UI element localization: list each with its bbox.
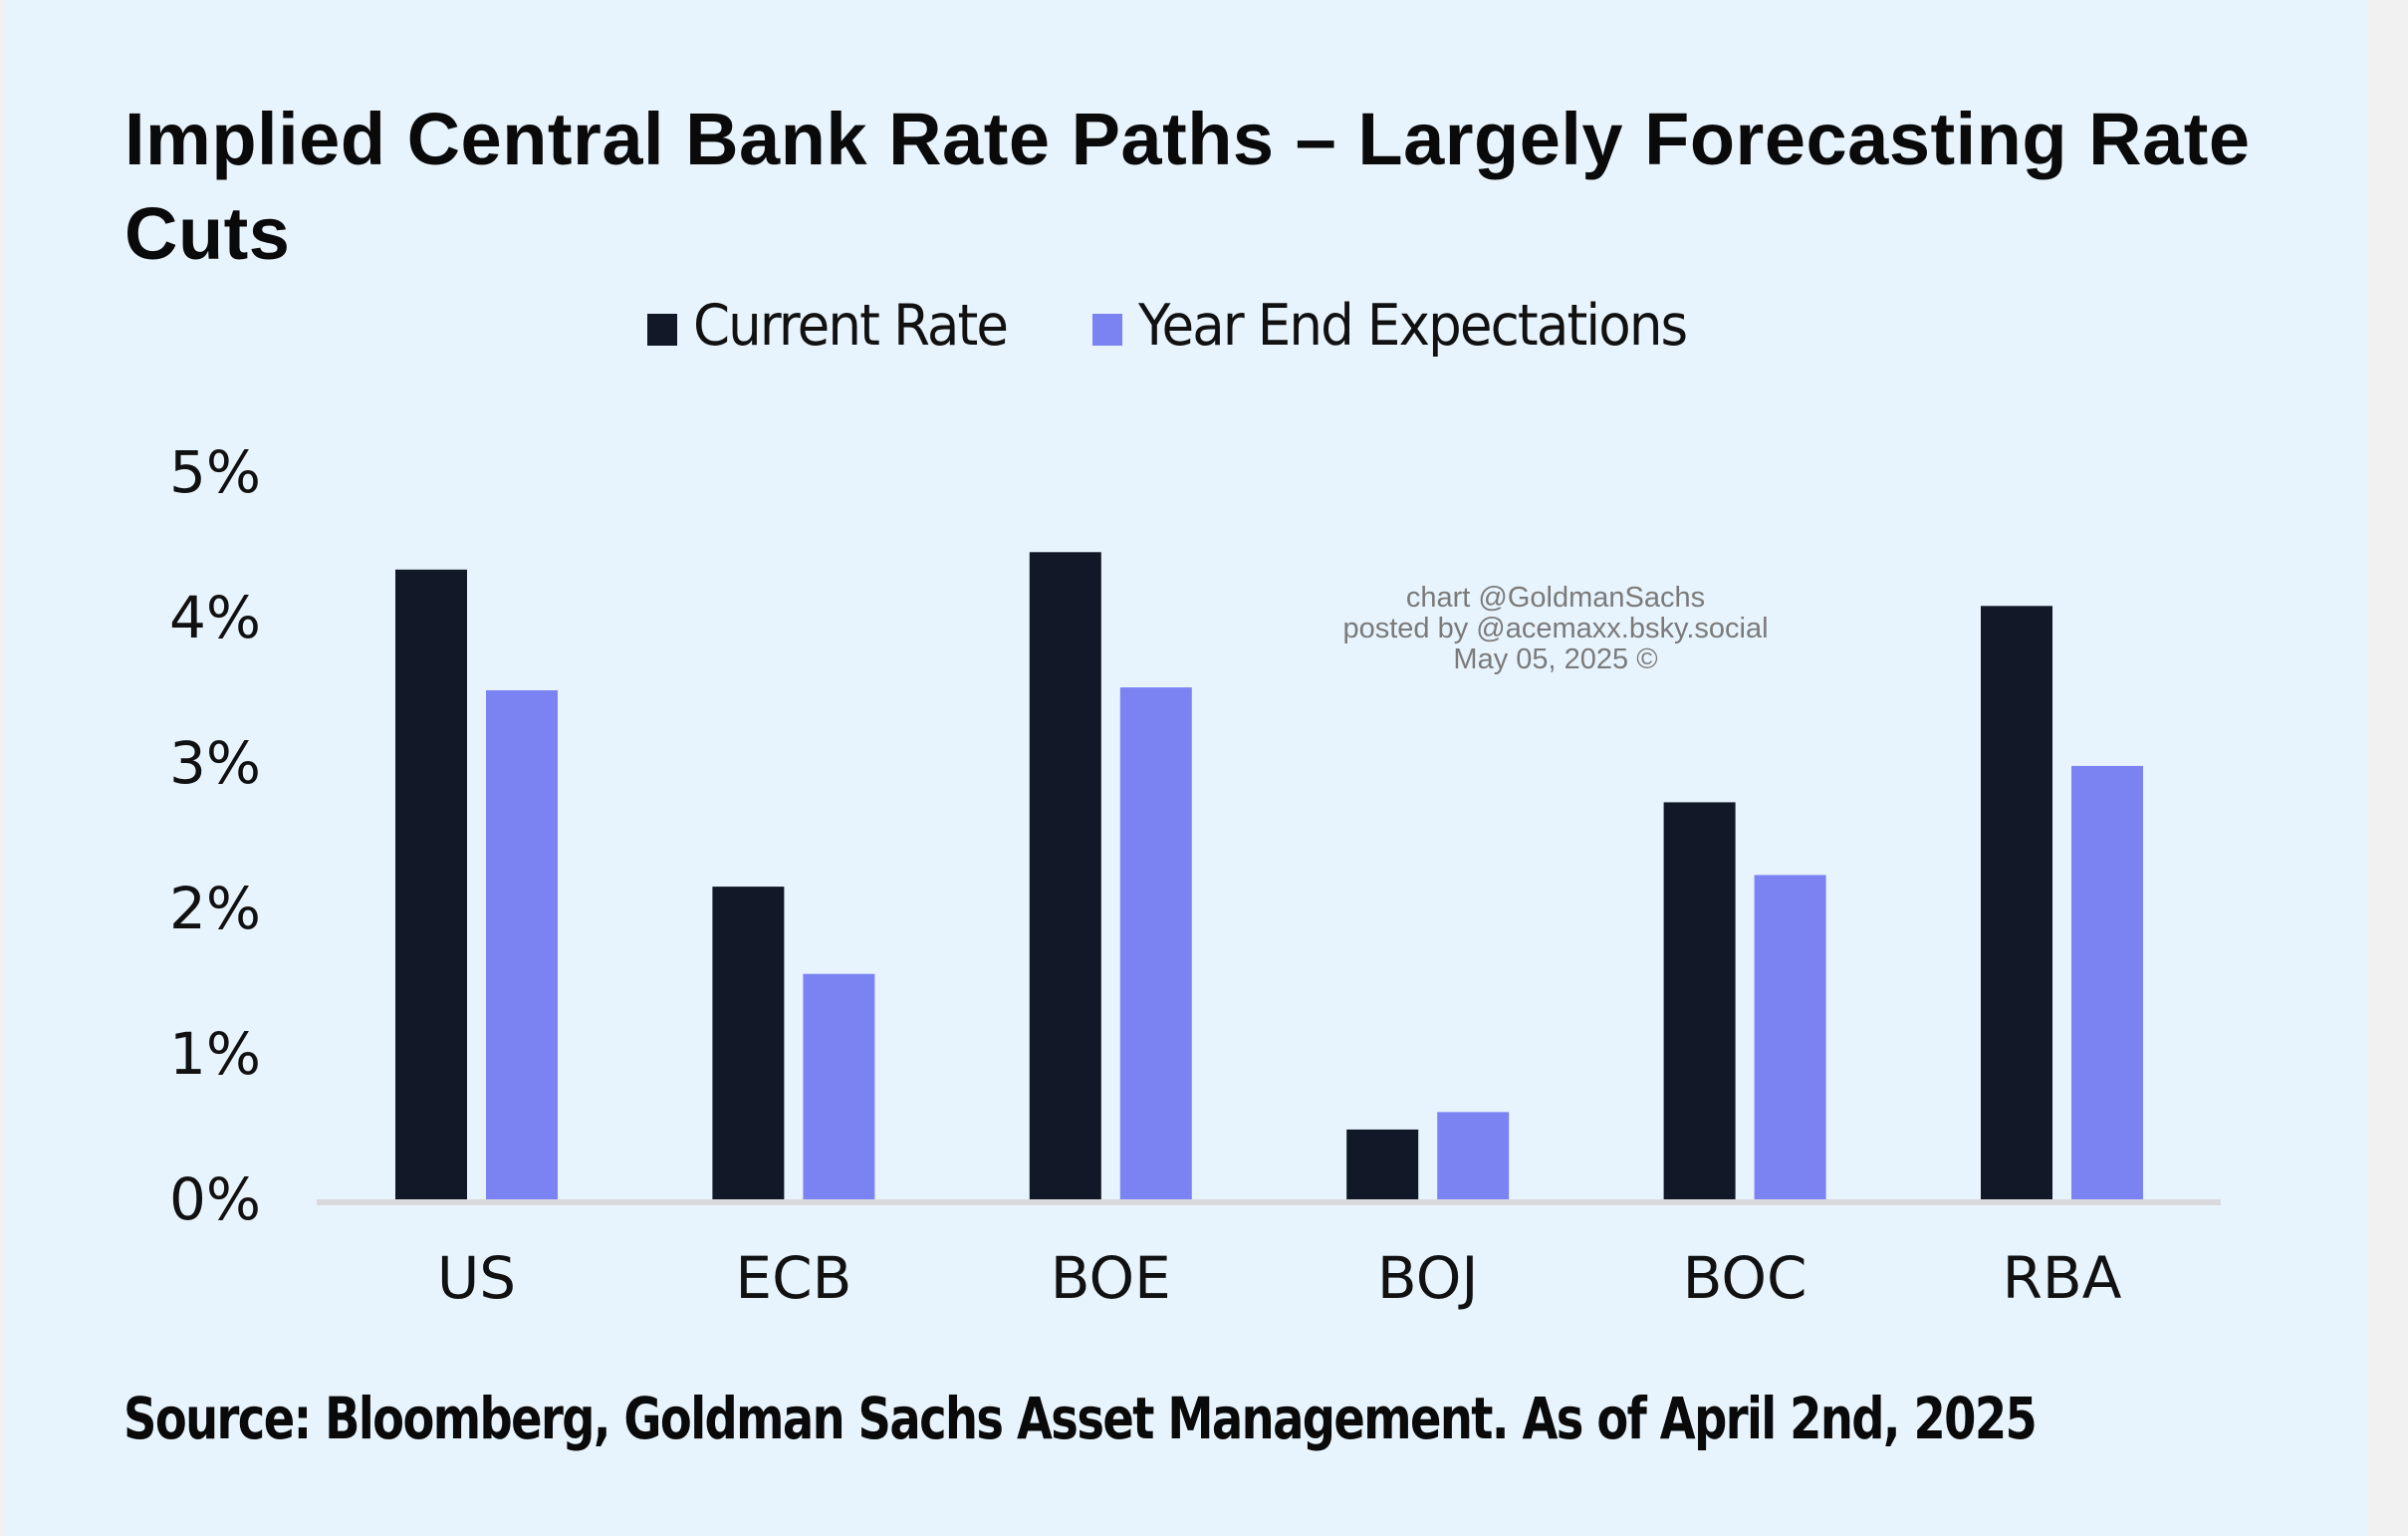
watermark-line-1: chart @GoldmanSachs <box>1405 582 1706 614</box>
y-tick-label: 3% <box>169 729 261 797</box>
legend-label-year-end: Year End Expectations <box>1137 293 1688 359</box>
y-tick-label: 4% <box>169 584 261 651</box>
bar-us-current-rate <box>395 569 467 1199</box>
y-tick-label: 5% <box>169 438 261 506</box>
bar-boe-current-rate <box>1029 552 1101 1199</box>
bar-boc-year-end <box>1754 875 1826 1199</box>
watermark: chart @GoldmanSachs posted by @acemaxx.b… <box>1257 583 1854 675</box>
legend-item-year-end: Year End Expectations <box>1091 293 1728 359</box>
watermark-line-2: posted by @acemaxx.bsky.social <box>1342 613 1769 644</box>
y-tick-label: 0% <box>169 1165 261 1233</box>
bar-boj-year-end <box>1437 1112 1510 1199</box>
bar-ecb-year-end <box>803 973 875 1199</box>
x-tick-label-us: US <box>437 1244 516 1312</box>
legend-swatch-year-end <box>1091 314 1122 346</box>
source-note: Source: Bloomberg, Goldman Sachs Asset M… <box>123 1385 2038 1452</box>
bar-rba-current-rate <box>1981 606 2052 1199</box>
legend: Current Rate Year End Expectations <box>647 291 1790 361</box>
legend-item-current-rate: Current Rate <box>647 293 1031 359</box>
x-tick-label-boc: BOC <box>1683 1244 1807 1312</box>
x-tick-label-boj: BOJ <box>1377 1244 1479 1312</box>
bar-boe-year-end <box>1119 687 1192 1199</box>
watermark-line-3: May 05, 2025 © <box>1453 643 1658 675</box>
legend-label-current-rate: Current Rate <box>693 293 1009 359</box>
chart-title: Implied Central Bank Rate Paths – Largel… <box>124 98 2251 275</box>
bar-boj-current-rate <box>1346 1129 1419 1199</box>
y-tick-label: 2% <box>169 875 261 942</box>
bar-rba-year-end <box>2071 765 2143 1199</box>
legend-swatch-current-rate <box>647 314 677 346</box>
x-axis-labels: US ECB BOE BOJ BOC RBA <box>437 1244 2122 1312</box>
bar-us-year-end <box>486 690 558 1199</box>
y-tick-label: 1% <box>169 1020 261 1088</box>
x-tick-label-boe: BOE <box>1051 1244 1171 1312</box>
y-axis-ticks: 0% 1% 2% 3% 4% 5% <box>169 438 261 1233</box>
bar-ecb-current-rate <box>712 887 785 1199</box>
bar-boc-current-rate <box>1663 802 1736 1199</box>
bars <box>395 552 2143 1199</box>
x-tick-label-ecb: ECB <box>735 1244 851 1312</box>
x-tick-label-rba: RBA <box>2003 1244 2122 1312</box>
